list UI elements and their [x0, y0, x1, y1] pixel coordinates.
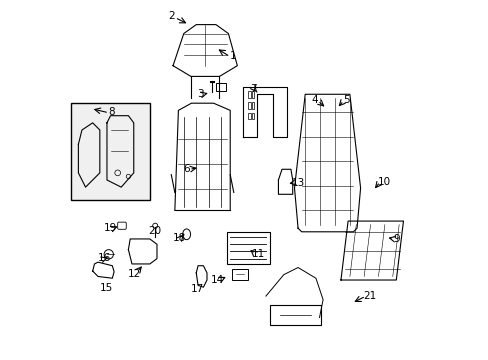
Bar	[251, 91, 254, 98]
Text: 15: 15	[100, 283, 113, 293]
Text: 8: 8	[108, 107, 115, 117]
Text: 9: 9	[392, 234, 399, 244]
Bar	[216, 83, 225, 91]
Text: 11: 11	[252, 249, 265, 259]
Bar	[231, 269, 247, 280]
Text: 3: 3	[197, 89, 204, 99]
Text: 21: 21	[363, 291, 376, 301]
Bar	[251, 113, 254, 119]
Bar	[269, 305, 321, 325]
Text: 4: 4	[311, 95, 318, 105]
Text: 5: 5	[343, 95, 349, 105]
Text: 16: 16	[97, 253, 110, 263]
Text: 17: 17	[190, 284, 203, 294]
Text: 18: 18	[172, 233, 186, 243]
Text: 10: 10	[377, 177, 390, 187]
Bar	[247, 91, 250, 98]
Text: 1: 1	[229, 51, 236, 61]
Text: 2: 2	[167, 11, 174, 21]
Bar	[71, 103, 149, 200]
Bar	[247, 102, 250, 109]
Text: 14: 14	[211, 275, 224, 285]
Text: 7: 7	[249, 84, 256, 94]
Text: 19: 19	[103, 223, 117, 233]
Bar	[251, 102, 254, 109]
Text: 20: 20	[148, 226, 162, 236]
Text: 6: 6	[183, 164, 189, 174]
Bar	[247, 113, 250, 119]
Text: 13: 13	[291, 177, 305, 188]
Text: 12: 12	[127, 269, 141, 279]
Bar	[226, 232, 269, 264]
